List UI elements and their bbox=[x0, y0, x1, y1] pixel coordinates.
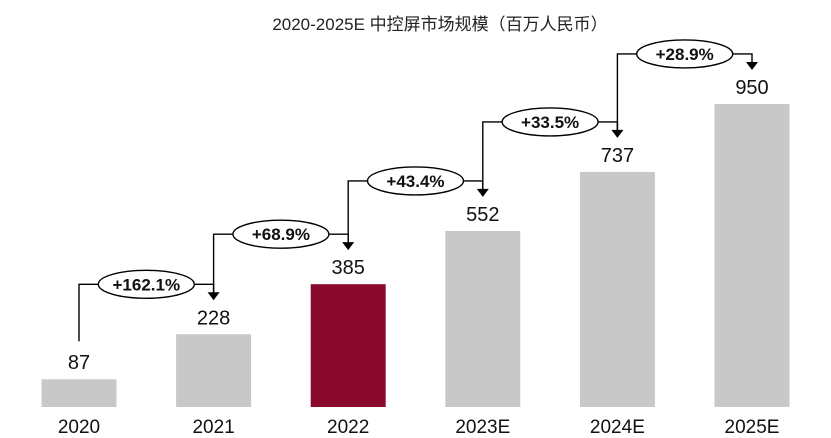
x-tick-label: 2023E bbox=[455, 417, 510, 438]
growth-label-oval bbox=[366, 166, 465, 196]
growth-label: +68.9% bbox=[252, 225, 310, 244]
growth-label-oval bbox=[97, 269, 196, 299]
value-label: 950 bbox=[735, 77, 768, 99]
bar-2021 bbox=[176, 334, 252, 407]
bar-2024E bbox=[579, 171, 655, 407]
x-tick-label: 2022 bbox=[327, 417, 369, 438]
growth-label: +43.4% bbox=[386, 172, 444, 191]
bar-2022 bbox=[310, 284, 386, 407]
value-label: 228 bbox=[197, 307, 230, 329]
bars-group: 87 2020 228 2021 385 2022 552 2023E 737 2024E 950 2… bbox=[41, 77, 790, 438]
growth-label: +162.1% bbox=[113, 275, 181, 294]
growth-label-oval bbox=[636, 39, 734, 69]
growth-label: +33.5% bbox=[521, 113, 579, 132]
growth-label: +28.9% bbox=[656, 45, 714, 64]
value-label: 87 bbox=[68, 352, 90, 374]
x-tick-label: 2025E bbox=[725, 417, 780, 438]
growth-label-oval bbox=[232, 219, 330, 249]
x-tick-label: 2020 bbox=[58, 417, 100, 438]
bar-2020 bbox=[41, 379, 117, 407]
value-label: 737 bbox=[601, 145, 634, 167]
growth-label-oval bbox=[501, 107, 599, 137]
value-label: 552 bbox=[466, 204, 499, 226]
growth-arrow-head bbox=[746, 61, 758, 70]
growth-arrows-group: +162.1% +68.9% +43.4% +33.5% +28.9% bbox=[78, 39, 758, 342]
chart-title: 2020-2025E 中控屏市场规模（百万人民币） bbox=[272, 15, 607, 34]
bar-2023E bbox=[445, 230, 521, 407]
x-tick-label: 2024E bbox=[590, 417, 645, 438]
x-tick-label: 2021 bbox=[192, 417, 234, 438]
bar-2025E bbox=[714, 103, 790, 407]
value-label: 385 bbox=[332, 257, 365, 279]
